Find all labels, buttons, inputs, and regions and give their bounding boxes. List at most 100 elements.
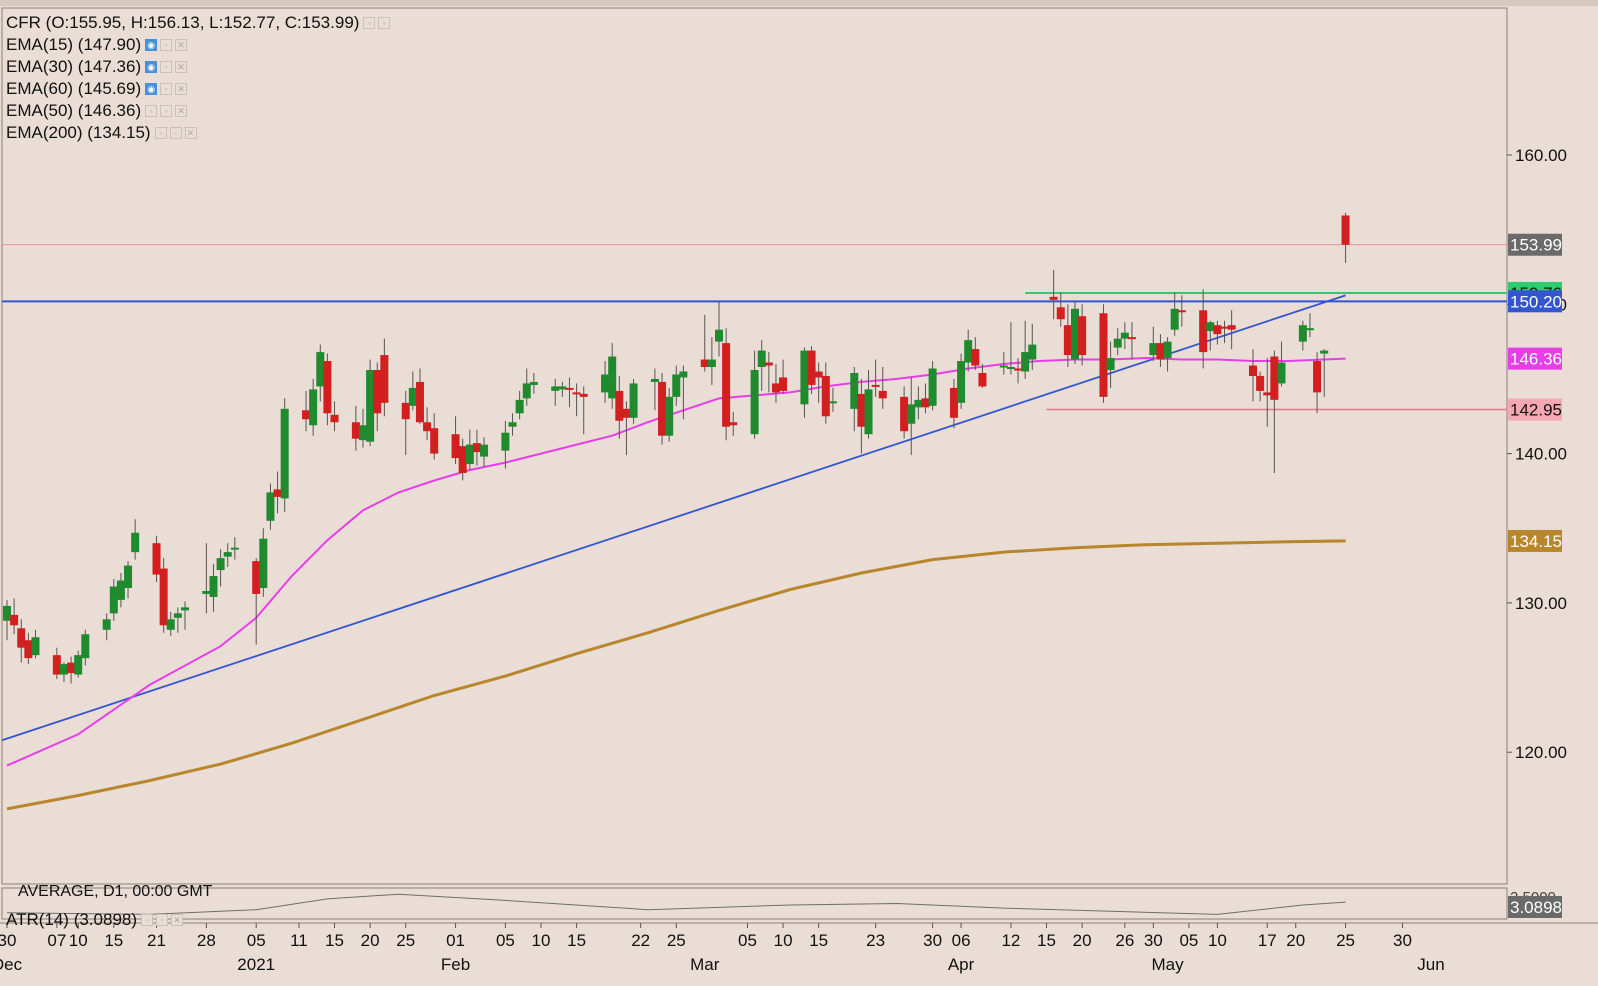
settings-icon[interactable]: ◦ (156, 914, 169, 926)
candle-body (266, 492, 275, 521)
candle-body (1249, 365, 1257, 376)
candle-body (159, 568, 168, 626)
candle (451, 416, 460, 465)
visibility-icon[interactable]: ◦ (145, 105, 158, 117)
candle-body (209, 576, 218, 597)
candle-body (608, 356, 617, 399)
settings-icon[interactable]: ◦ (363, 17, 376, 29)
candle-body (230, 547, 239, 550)
close-icon[interactable]: ✕ (184, 127, 197, 139)
x-tick-label: 05 (738, 931, 757, 950)
close-icon[interactable]: ✕ (175, 105, 188, 117)
visibility-icon[interactable]: ◉ (145, 39, 158, 51)
ohlc-legend-row: CFR (O:155.95, H:156.13, L:152.77, C:153… (6, 12, 391, 34)
candle-body (1056, 307, 1065, 320)
ohlc-controls: ◦ ◦ (363, 17, 391, 29)
price-tag-label: 134.15 (1510, 532, 1562, 551)
candle (1014, 358, 1023, 384)
candle (1106, 341, 1115, 388)
candle-body (1341, 215, 1350, 245)
close-icon[interactable]: ✕ (175, 39, 188, 51)
candle-body (1028, 344, 1037, 360)
candle-body (1021, 352, 1030, 372)
candle-body (957, 361, 966, 403)
candle-body (715, 329, 723, 342)
x-tick-label: 20 (1073, 931, 1092, 950)
candle-body (359, 425, 367, 441)
candle (750, 350, 759, 439)
settings-icon[interactable]: ◦ (378, 17, 391, 29)
price-tag-label: 142.95 (1510, 401, 1562, 420)
candle (800, 347, 809, 418)
settings-icon[interactable]: ◦ (169, 127, 182, 139)
candle-body (814, 371, 823, 378)
candle-body (415, 381, 424, 423)
candle (373, 362, 382, 432)
settings-icon[interactable]: ◦ (160, 83, 173, 95)
settings-icon[interactable]: ◦ (160, 61, 173, 73)
close-icon[interactable]: ✕ (171, 914, 184, 926)
candle (1120, 322, 1129, 350)
candle (515, 390, 524, 420)
candle (1056, 292, 1065, 327)
price-tag-label: 153.99 (1510, 236, 1562, 255)
x-tick-month-label: Apr (948, 955, 975, 974)
candle (1263, 358, 1272, 427)
candle (109, 579, 118, 621)
candle-body (828, 401, 837, 404)
candle-body (216, 558, 225, 571)
candle-body (501, 432, 510, 451)
candle (665, 387, 674, 442)
candle-body (978, 372, 987, 387)
close-icon[interactable]: ✕ (175, 83, 188, 95)
x-tick-label: 17 (1258, 931, 1277, 950)
candle (259, 528, 268, 597)
candle-body (722, 343, 731, 427)
visibility-icon[interactable]: ◦ (141, 914, 154, 926)
visibility-icon[interactable]: ◦ (154, 127, 167, 139)
candle (166, 611, 175, 636)
candle (1305, 313, 1314, 338)
candle (1049, 269, 1058, 320)
candle-body (81, 634, 90, 659)
series-info: AVERAGE, D1, 00:00 GMT (18, 883, 213, 900)
candle (878, 367, 887, 409)
candle-body (949, 387, 958, 418)
candle (52, 647, 61, 680)
candle (658, 372, 667, 445)
x-tick-label: 23 (866, 931, 885, 950)
x-tick-label: 21 (147, 931, 166, 950)
candle (1028, 323, 1037, 370)
candle (423, 407, 432, 441)
candle (181, 601, 189, 630)
indicator-label: EMA(15) (147.90) (6, 35, 142, 54)
candle-body (928, 368, 937, 406)
candle (1320, 349, 1329, 397)
candle (871, 359, 880, 397)
candle-body (423, 422, 432, 432)
candle (1156, 334, 1165, 368)
candle-body (380, 355, 389, 403)
close-icon[interactable]: ✕ (175, 61, 188, 73)
candle-body (914, 399, 923, 408)
y-tick-label: 120.00 (1515, 743, 1567, 762)
candle (1206, 320, 1215, 351)
visibility-icon[interactable]: ◉ (145, 83, 158, 95)
candle-body (273, 489, 282, 497)
candle-body (1256, 375, 1265, 391)
candle (351, 405, 360, 451)
x-tick-label: 25 (1336, 931, 1355, 950)
x-tick-label: 25 (667, 931, 686, 950)
candle (1063, 304, 1072, 368)
visibility-icon[interactable]: ◉ (145, 61, 158, 73)
candle (116, 573, 125, 608)
x-tick-label: 11 (290, 931, 308, 950)
candle-body (1078, 316, 1087, 356)
candle (907, 377, 916, 456)
settings-icon[interactable]: ◦ (160, 39, 173, 51)
settings-icon[interactable]: ◦ (160, 105, 173, 117)
candle (501, 420, 510, 469)
